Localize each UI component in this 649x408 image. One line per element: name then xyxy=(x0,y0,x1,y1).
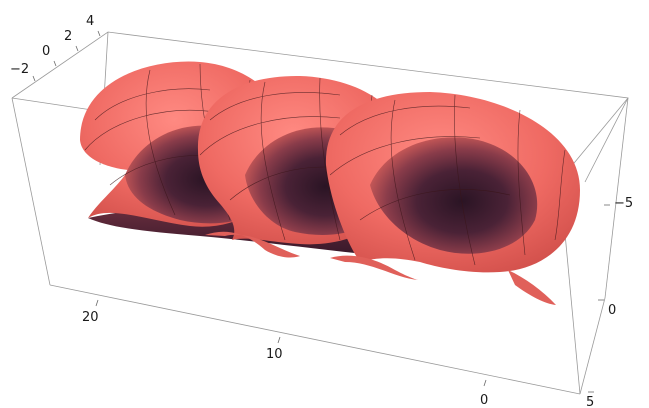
tick-label: 5 xyxy=(586,395,594,408)
axis-front-bottom-labels: 20 10 0 xyxy=(82,310,488,408)
tick-label: 0 xyxy=(480,393,488,408)
axis-top-left-labels: −2 0 2 4 xyxy=(10,14,94,77)
tick-label: −5 xyxy=(614,196,633,211)
tick-label: 2 xyxy=(64,29,72,44)
tick-label: 4 xyxy=(86,14,94,29)
tick-label: 20 xyxy=(82,310,99,325)
tick-label: 0 xyxy=(42,44,50,59)
surface-coil-3 xyxy=(325,92,580,305)
tick-label: −2 xyxy=(10,62,29,77)
tick-label: 0 xyxy=(608,303,616,318)
tick-marks xyxy=(32,30,610,393)
tick-label: 10 xyxy=(266,347,283,362)
axis-right-labels: −5 0 5 xyxy=(586,196,633,408)
